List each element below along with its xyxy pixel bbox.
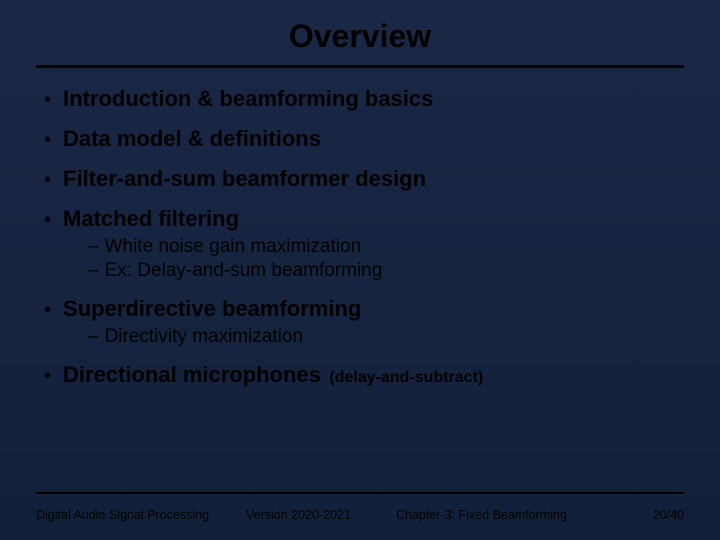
bullet-text: Introduction & beamforming basics	[63, 86, 433, 112]
sub-item: –White noise gain maximization	[88, 236, 684, 258]
list-item: • Superdirective beamforming –Directivit…	[44, 296, 684, 348]
bullet-icon: •	[44, 366, 51, 386]
title-rule	[36, 65, 684, 68]
list-item: • Matched filtering –White noise gain ma…	[44, 206, 684, 282]
sub-item: –Directivity maximization	[88, 326, 684, 348]
sub-item: –Ex: Delay-and-sum beamforming	[88, 260, 684, 282]
sub-text: Directivity maximization	[105, 326, 303, 347]
bullet-text: Filter-and-sum beamformer design	[63, 166, 426, 192]
bullet-icon: •	[44, 130, 51, 150]
footer-version: Version 2020-2021	[246, 508, 396, 522]
footer: Digital Audio Signal Processing Version …	[36, 508, 684, 522]
sub-list: –Directivity maximization	[44, 326, 684, 348]
sub-text: Ex: Delay-and-sum beamforming	[105, 260, 383, 281]
bullet-icon: •	[44, 170, 51, 190]
footer-page: 20/40	[653, 508, 684, 522]
footer-rule	[36, 492, 684, 494]
list-item: • Introduction & beamforming basics	[44, 86, 684, 112]
bullet-text: Directional microphones	[63, 362, 321, 387]
sub-list: –White noise gain maximization –Ex: Dela…	[44, 236, 684, 282]
footer-left: Digital Audio Signal Processing	[36, 508, 246, 522]
bullet-text: Matched filtering	[63, 206, 239, 232]
bullet-list: • Introduction & beamforming basics • Da…	[36, 86, 684, 388]
slide-title: Overview	[36, 18, 684, 55]
bullet-text: Data model & definitions	[63, 126, 321, 152]
bullet-icon: •	[44, 210, 51, 230]
slide: Overview • Introduction & beamforming ba…	[0, 0, 720, 540]
bullet-text: Superdirective beamforming	[63, 296, 361, 322]
sub-text: White noise gain maximization	[105, 236, 362, 257]
footer-chapter: Chapter-3: Fixed Beamforming	[396, 508, 653, 522]
list-item: • Directional microphones (delay-and-sub…	[44, 362, 684, 388]
list-item: • Filter-and-sum beamformer design	[44, 166, 684, 192]
bullet-icon: •	[44, 90, 51, 110]
list-item: • Data model & definitions	[44, 126, 684, 152]
bullet-icon: •	[44, 300, 51, 320]
bullet-suffix: (delay-and-subtract)	[329, 369, 483, 386]
